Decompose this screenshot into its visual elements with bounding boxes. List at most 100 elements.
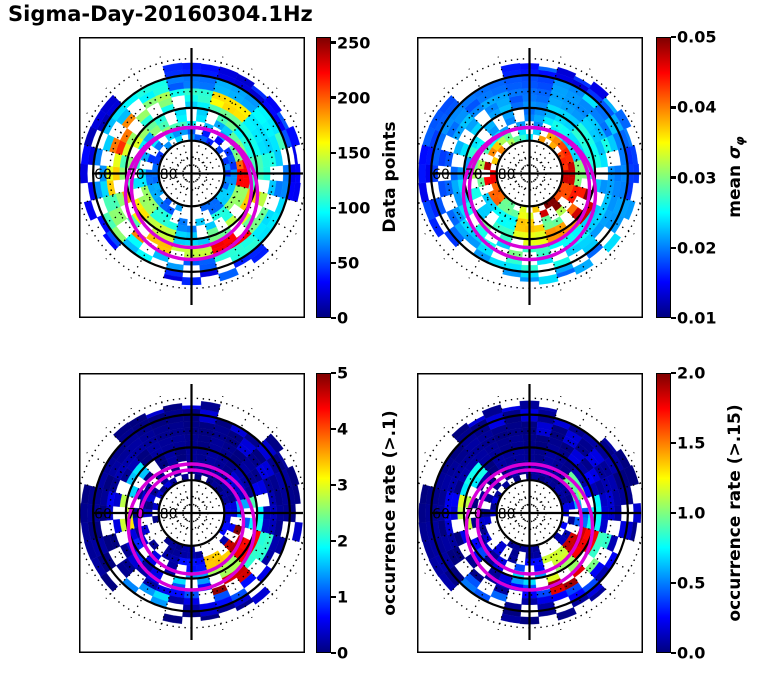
auroral-oval-contour <box>123 125 260 262</box>
heatmap-cell <box>481 192 493 204</box>
auroral-oval-contour <box>461 125 598 262</box>
heatmap-cell <box>606 534 619 553</box>
polar-plot-data-points: 60 70 80 <box>79 37 305 318</box>
colorbar-tick <box>671 246 676 249</box>
colorbar-tick <box>331 651 336 655</box>
heatmap-cell <box>285 125 301 147</box>
auroral-oval-contour <box>137 468 246 576</box>
heatmap-cell <box>240 573 257 589</box>
heatmap-cell <box>81 484 92 505</box>
heatmap-cell <box>477 177 486 188</box>
heatmap-cell <box>135 108 151 123</box>
colorbar-tick <box>671 316 676 320</box>
latitude-label-80: 80 <box>160 507 178 523</box>
latitude-label-60: 60 <box>432 167 450 183</box>
heatmap-cell <box>116 561 132 579</box>
colorbar-tick-label: 0.01 <box>677 308 717 328</box>
colorbar-tick-label: 2 <box>337 531 349 551</box>
colorbar-tick-label: 0.05 <box>677 27 717 47</box>
colorbar-tick <box>331 483 336 487</box>
auroral-oval-contour <box>126 462 257 592</box>
colorbar-axis-label-mean-sigma-phi: mean σφ <box>724 136 748 218</box>
heatmap-cell <box>623 128 633 147</box>
latitude-label-70: 70 <box>127 507 145 523</box>
heatmap-cell <box>453 140 465 156</box>
colorbar-tick <box>331 96 336 99</box>
latitude-label-70: 70 <box>127 167 145 183</box>
heatmap-cell <box>418 163 426 184</box>
heatmap-cell <box>112 519 122 534</box>
polar-plot-occurrence-rate-1: 60 70 80 <box>79 373 305 653</box>
heatmap-cell <box>162 613 183 624</box>
colorbar-tick <box>331 316 336 320</box>
heatmap-cell <box>291 182 301 203</box>
colorbar-axis-label-occurrence-rate-1: occurrence rate (>.1) <box>379 410 400 616</box>
heatmap-cell <box>80 163 88 184</box>
colorbar-gradient <box>656 37 671 318</box>
colorbar-tick <box>671 441 676 445</box>
colorbar-tick <box>331 151 336 155</box>
colorbar-tick <box>671 511 676 515</box>
heatmap-cell <box>599 152 609 168</box>
colorbar-gradient <box>316 37 331 318</box>
heatmap-cell <box>490 590 508 602</box>
heatmap-cell <box>163 273 183 282</box>
heatmap-cell <box>195 217 206 226</box>
auroral-oval-contour <box>464 462 595 592</box>
heatmap-cell <box>273 149 284 167</box>
colorbar-tick-label: 0.5 <box>677 573 706 593</box>
latitude-label-70: 70 <box>465 167 483 183</box>
colorbar-gradient <box>316 373 331 653</box>
colorbar-gradient <box>656 373 671 653</box>
colorbar-occurrence-rate-1: 0 1 2 3 4 5 <box>316 364 348 663</box>
colorbar-tick <box>671 651 676 655</box>
heatmap-cell <box>102 134 115 152</box>
heatmap-cell <box>419 484 430 505</box>
colorbar-tick <box>331 595 336 599</box>
heatmap-cell <box>500 613 521 624</box>
colorbar-tick <box>671 176 676 179</box>
heatmap-cell <box>291 521 303 543</box>
polar-plot-mean-sigma-phi: 60 70 80 <box>417 37 643 318</box>
latitude-label-60: 60 <box>94 167 112 183</box>
colorbar-tick-label: 0 <box>337 308 349 328</box>
colorbar-tick-label: 0.04 <box>677 97 717 117</box>
latitude-label-80: 80 <box>160 167 178 183</box>
latitude-label-80: 80 <box>498 507 516 523</box>
colorbar-tick-label: 1 <box>337 587 349 607</box>
heatmap-cell <box>80 503 88 523</box>
colorbar-tick <box>331 41 336 44</box>
latitude-label-70: 70 <box>465 507 483 523</box>
heatmap-cell <box>623 464 639 487</box>
heatmap-cell <box>566 192 578 204</box>
colorbar-tick <box>671 35 676 39</box>
heatmap-cell <box>418 503 426 523</box>
heatmap-cell <box>438 95 457 114</box>
heatmap-cell <box>507 554 518 564</box>
colorbar-tick <box>331 539 336 543</box>
colorbar-tick-label: 250 <box>337 33 371 53</box>
colorbar-tick-label: 4 <box>337 419 349 439</box>
heatmap-cell <box>538 406 558 413</box>
colorbar-data-points: 0 50 100 150 200 250 <box>316 33 370 328</box>
colorbar-tick-label: 0 <box>337 643 349 663</box>
polar-plot-occurrence-rate-2: 60 70 80 <box>417 373 643 653</box>
heatmap-cell <box>629 521 638 542</box>
colorbar-tick <box>331 427 336 431</box>
heatmap-cell <box>437 180 448 198</box>
figure-title: Sigma-Day-20160304.1Hz <box>8 2 313 26</box>
heatmap-cell <box>100 94 119 114</box>
colorbar-tick-label: 0.03 <box>677 168 717 187</box>
colorbar-mean-sigma-phi: 0.01 0.02 0.03 0.04 0.05 <box>656 28 716 328</box>
auroral-oval-contour <box>475 468 584 576</box>
colorbar-tick <box>671 106 676 109</box>
latitude-label-60: 60 <box>432 507 450 523</box>
colorbar-tick-label: 150 <box>337 143 371 163</box>
colorbar-tick-label: 0.02 <box>677 238 717 258</box>
heatmap-cell <box>285 465 300 487</box>
colorbar-tick-label: 2.0 <box>677 363 706 383</box>
colorbar-axis-label-data-points: Data points <box>379 121 400 233</box>
colorbar-tick-label: 100 <box>337 198 371 218</box>
heatmap-cell <box>200 401 221 413</box>
